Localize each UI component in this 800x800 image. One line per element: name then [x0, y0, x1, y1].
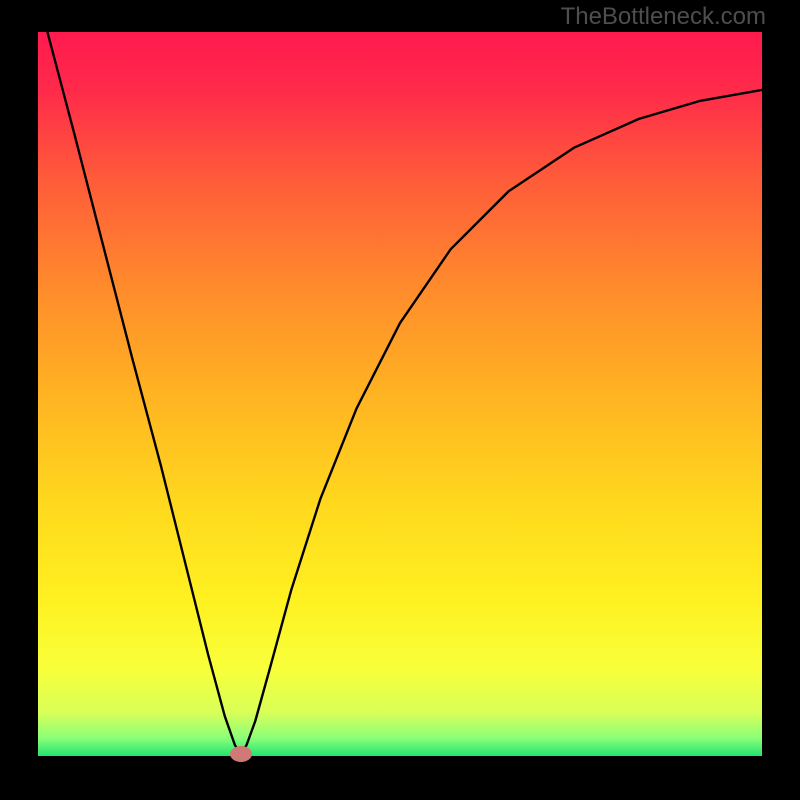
plot-area [38, 32, 762, 756]
optimum-marker [230, 746, 252, 762]
bottleneck-curve [38, 32, 762, 756]
chart-stage: TheBottleneck.com [0, 0, 800, 800]
watermark-text: TheBottleneck.com [561, 3, 766, 31]
